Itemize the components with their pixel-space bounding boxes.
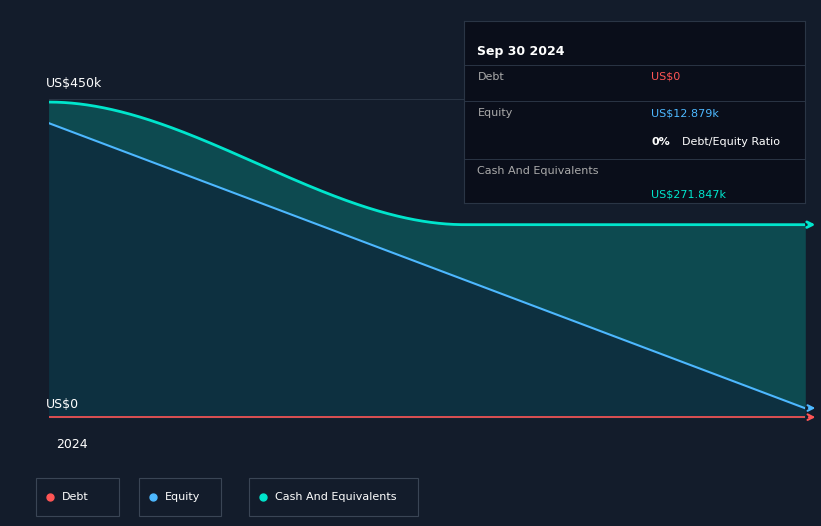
Text: 2024: 2024 — [56, 438, 88, 451]
Text: Equity: Equity — [478, 108, 513, 118]
Text: Debt: Debt — [62, 492, 89, 502]
Text: US$0: US$0 — [45, 399, 79, 411]
Text: 0%: 0% — [651, 137, 670, 147]
Text: Cash And Equivalents: Cash And Equivalents — [478, 166, 599, 176]
Text: Cash And Equivalents: Cash And Equivalents — [275, 492, 397, 502]
Text: Debt/Equity Ratio: Debt/Equity Ratio — [682, 137, 780, 147]
Text: Debt: Debt — [478, 72, 504, 82]
Text: US$0: US$0 — [651, 72, 681, 82]
Text: Sep 30 2024: Sep 30 2024 — [478, 45, 565, 58]
Text: Equity: Equity — [164, 492, 200, 502]
Text: US$450k: US$450k — [45, 77, 102, 90]
Text: US$12.879k: US$12.879k — [651, 108, 719, 118]
Text: US$271.847k: US$271.847k — [651, 190, 727, 200]
